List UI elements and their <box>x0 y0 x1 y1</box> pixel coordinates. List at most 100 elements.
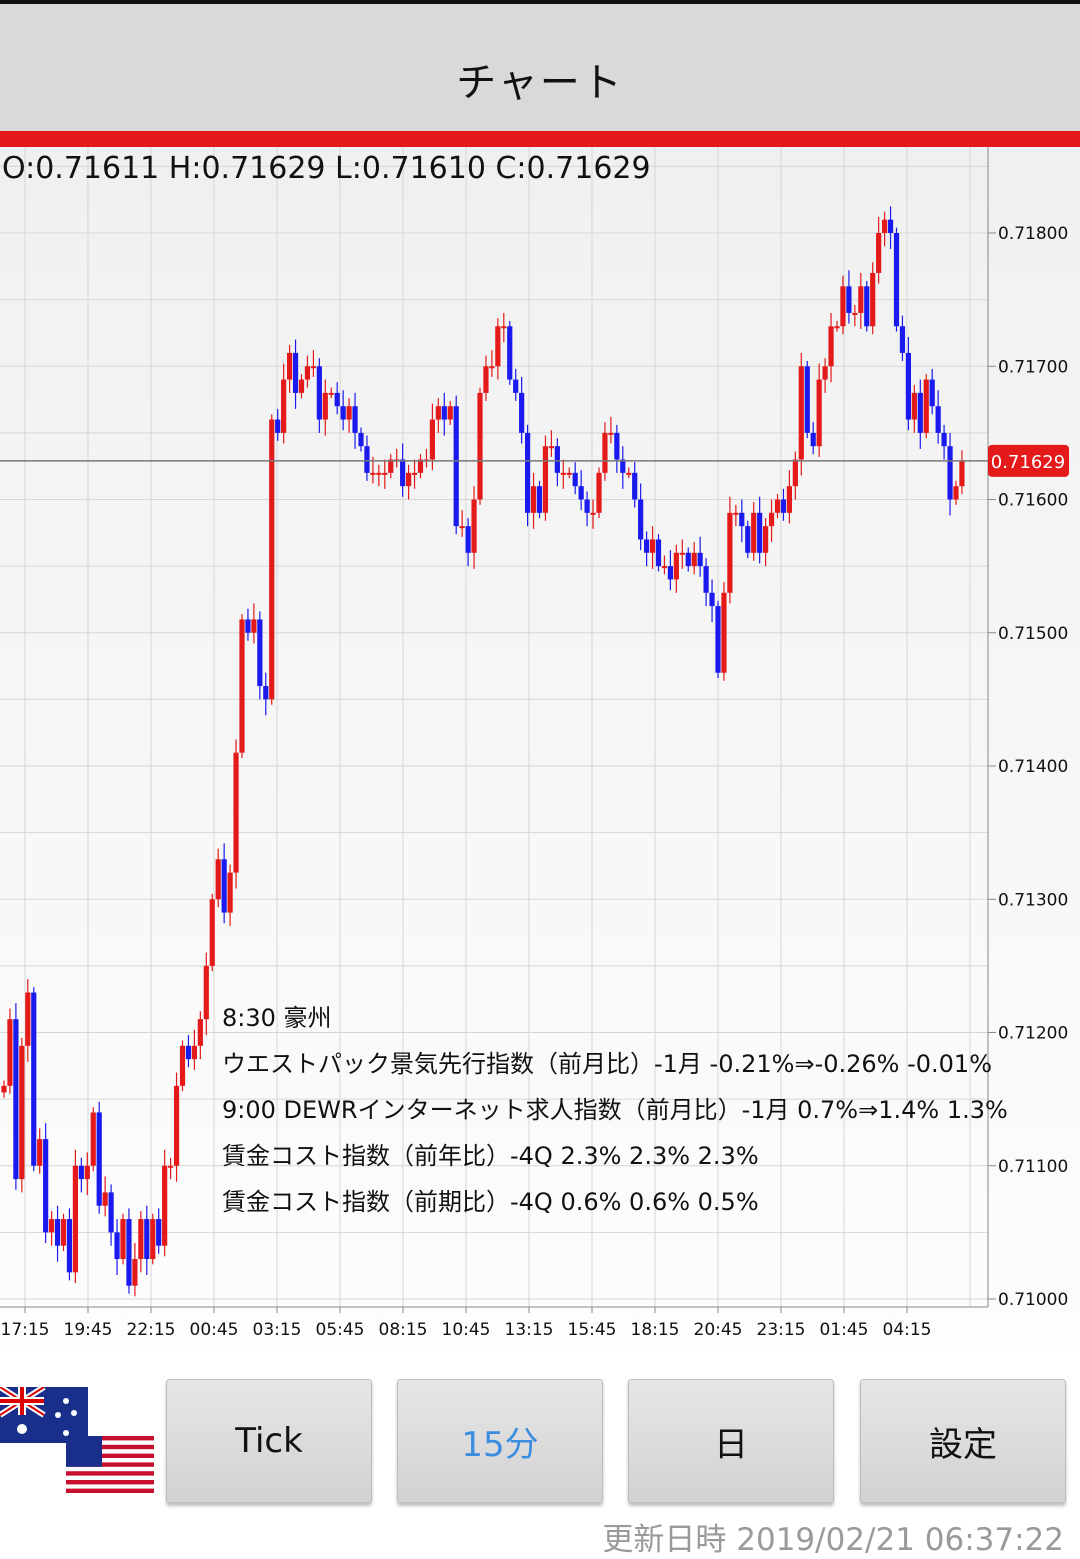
candle-body <box>364 446 370 473</box>
candle-body <box>519 392 525 433</box>
candle-body <box>209 899 215 966</box>
candle-body <box>144 1219 150 1260</box>
x-tick-label: 23:15 <box>757 1320 806 1340</box>
candle-body <box>715 606 721 673</box>
y-tick-label: 0.71100 <box>998 1157 1068 1177</box>
15min-button[interactable]: 15分 <box>397 1379 603 1503</box>
candle-body <box>31 992 37 1166</box>
candle-body <box>263 686 269 700</box>
event-line: ウエストパック景気先行指数（前月比）-1月 -0.21%⇒-0.26% -0.0… <box>222 1050 993 1078</box>
candle-body <box>560 472 566 475</box>
candle-body <box>215 859 221 900</box>
candle-body <box>340 406 346 420</box>
candle-body <box>644 539 650 553</box>
tick-button[interactable]: Tick <box>166 1379 372 1503</box>
x-tick-label: 08:15 <box>379 1320 428 1340</box>
candle-body <box>316 366 322 420</box>
chart-canvas[interactable]: 0.71800 0.71700 0.71600 0.71500 0.71400 0.713… <box>0 147 1080 1347</box>
candle-body <box>102 1192 108 1206</box>
candle-body <box>168 1165 174 1168</box>
settings-button-label: 設定 <box>929 1424 997 1465</box>
candle-body <box>852 312 858 315</box>
candle-body <box>632 472 638 500</box>
candle-body <box>721 592 727 673</box>
candle-body <box>114 1232 120 1260</box>
candle-body <box>328 392 334 395</box>
candle-body <box>453 406 459 527</box>
candle-body <box>947 446 953 500</box>
candle-body <box>929 379 935 407</box>
candle-body <box>513 379 519 393</box>
y-tick-label: 0.71400 <box>998 757 1068 777</box>
x-tick-label: 00:45 <box>190 1320 239 1340</box>
candle-body <box>887 219 894 233</box>
daily-button[interactable]: 日 <box>628 1379 834 1503</box>
candle-body <box>917 392 923 433</box>
candle-body <box>691 552 697 567</box>
y-tick-label: 0.71600 <box>998 491 1068 511</box>
candle-body <box>757 512 763 553</box>
candle-body <box>298 379 305 393</box>
candlestick-chart[interactable]: 0.71800 0.71700 0.71600 0.71500 0.71400 0.713… <box>0 147 1080 1347</box>
candle-body <box>269 419 275 700</box>
candle-body <box>173 1085 180 1166</box>
candle-body <box>703 566 709 593</box>
candle-body <box>251 619 257 633</box>
candle-body <box>798 366 804 460</box>
candle-body <box>322 392 328 420</box>
candle-body <box>661 566 668 569</box>
candle-body <box>84 1165 90 1180</box>
candle-body <box>739 512 745 527</box>
candle-body <box>828 326 834 367</box>
candle-body <box>953 486 959 500</box>
candle-body <box>614 432 620 460</box>
current-price-tag <box>988 444 1069 477</box>
settings-button[interactable]: 設定 <box>860 1379 1066 1503</box>
candle-body <box>530 486 537 513</box>
candle-body <box>804 366 810 433</box>
usa-flag-icon[interactable] <box>66 1436 154 1493</box>
candle-body <box>287 352 293 380</box>
candle-body <box>310 366 316 369</box>
candle-body <box>590 512 596 515</box>
y-tick-label: 0.71000 <box>998 1290 1068 1310</box>
candle-body <box>19 1045 25 1180</box>
candle-body <box>376 472 382 475</box>
candle-body <box>763 526 769 553</box>
candle-body <box>179 1045 186 1086</box>
x-tick-label: 05:45 <box>316 1320 365 1340</box>
candle-body <box>840 286 846 327</box>
candle-body <box>185 1045 192 1060</box>
candle-body <box>96 1112 102 1206</box>
candle-body <box>489 366 495 369</box>
candle-body <box>822 366 828 380</box>
candle-body <box>477 392 483 500</box>
candle-body <box>649 539 656 553</box>
candle-body <box>792 459 798 487</box>
candle-body <box>370 472 376 475</box>
candle-body <box>245 619 251 633</box>
candle-body <box>626 472 632 475</box>
candle-body <box>870 272 876 327</box>
candle-body <box>905 352 911 420</box>
candle-body <box>566 472 572 475</box>
candle-body <box>203 965 209 1020</box>
australia-flag-icon[interactable] <box>0 1387 88 1443</box>
candle-body <box>239 619 245 753</box>
candle-body <box>935 406 941 433</box>
y-tick-label: 0.71500 <box>998 624 1068 644</box>
event-line: 賃金コスト指数（前年比）-4Q 2.3% 2.3% 2.3% <box>222 1142 759 1170</box>
ohlc-readout: O:0.71611 H:0.71629 L:0.71610 C:0.71629 <box>2 151 651 186</box>
candle-body <box>358 432 364 447</box>
candle-body <box>679 552 685 555</box>
candle-body <box>548 446 554 449</box>
candle-body <box>495 326 501 367</box>
candle-body <box>346 406 352 420</box>
15min-button-label: 15分 <box>461 1424 539 1465</box>
candle-body <box>501 326 507 329</box>
candle-body <box>400 459 406 487</box>
candle-body <box>697 552 703 567</box>
y-tick-label: 0.71700 <box>998 357 1068 377</box>
candle-body <box>733 512 739 515</box>
candle-body <box>667 566 673 580</box>
